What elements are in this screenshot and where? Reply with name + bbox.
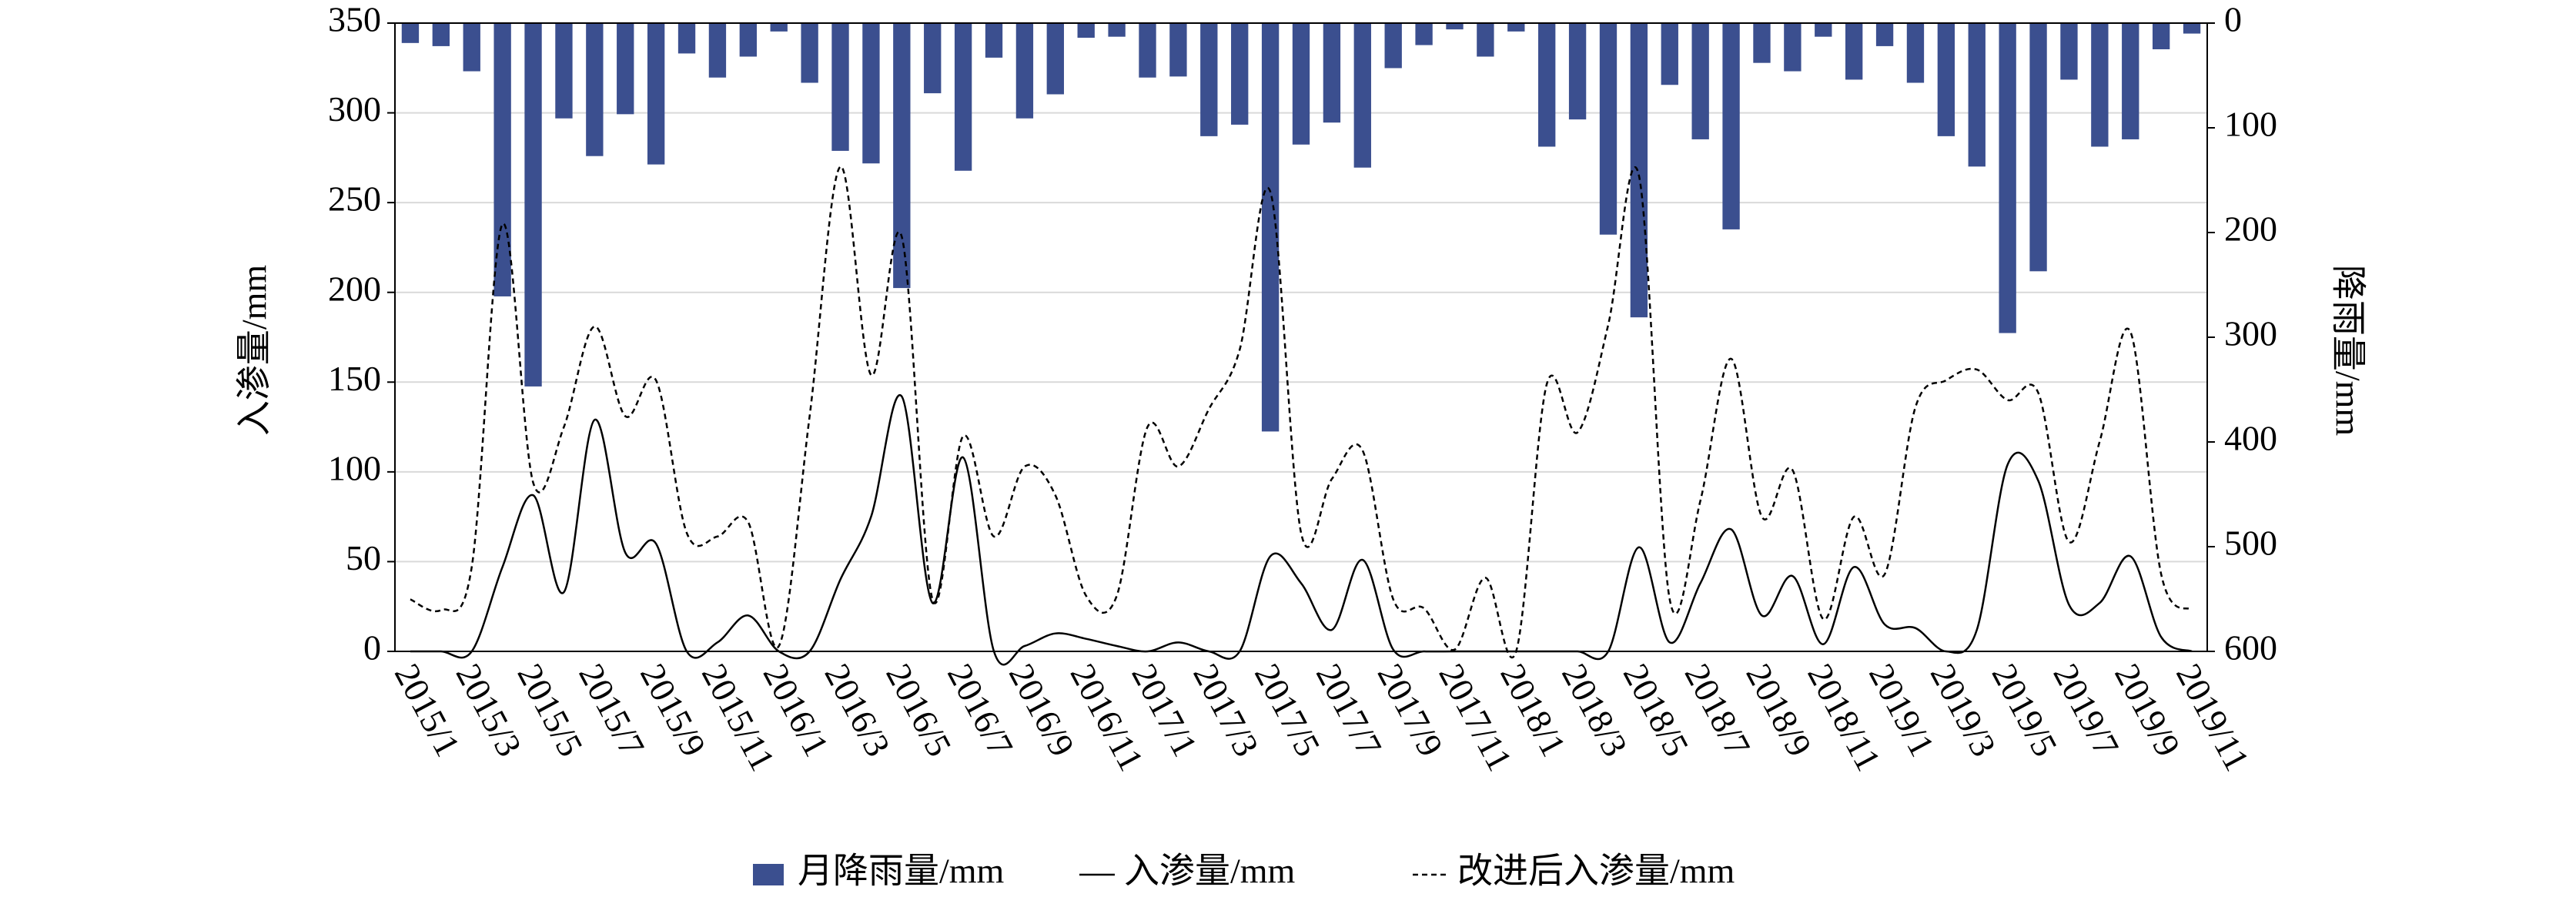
bar	[770, 23, 788, 32]
bar	[1139, 23, 1156, 78]
bar	[2152, 23, 2170, 49]
bar	[985, 23, 1003, 58]
bar	[2091, 23, 2109, 147]
bar	[1446, 23, 1464, 30]
bar	[1231, 23, 1249, 125]
bar	[1599, 23, 1618, 235]
bar	[2060, 23, 2078, 80]
bar	[708, 23, 727, 78]
y2-tick-label: 100	[2224, 105, 2277, 144]
bar	[2029, 23, 2047, 272]
bar	[617, 23, 634, 115]
y2-axis-title: 降雨量/mm	[2328, 265, 2367, 437]
bar	[924, 23, 942, 94]
bar	[1661, 23, 1678, 85]
bar	[1384, 23, 1402, 69]
bar	[1015, 23, 1034, 119]
bar	[1753, 23, 1771, 63]
y-tick-label: 150	[328, 359, 381, 398]
y2-tick-label: 600	[2224, 628, 2277, 668]
bar	[1845, 23, 1863, 80]
y-tick-label: 100	[328, 448, 381, 487]
bar	[893, 23, 911, 289]
bar	[1323, 23, 1341, 123]
bar	[954, 23, 972, 171]
y-tick-label: 0	[363, 628, 381, 668]
line	[410, 166, 2193, 659]
y-axis-title: 入渗量/mm	[235, 265, 274, 437]
bar	[1046, 23, 1064, 95]
bar	[1077, 23, 1095, 38]
y2-tick-label: 300	[2224, 314, 2277, 353]
bar	[401, 23, 420, 43]
bar	[1722, 23, 1740, 229]
bar	[524, 23, 542, 387]
y-tick-label: 350	[328, 0, 381, 39]
bar	[1568, 23, 1587, 120]
bar	[1507, 23, 1525, 32]
bar	[801, 23, 818, 83]
bar	[1108, 23, 1126, 37]
line	[410, 393, 2193, 666]
y2-tick-label: 500	[2224, 524, 2277, 563]
legend-label: 月降雨量/mm	[798, 852, 1005, 891]
y-tick-label: 200	[328, 269, 381, 308]
bar	[739, 23, 758, 57]
x-tick-label: 2019/11	[2169, 658, 2257, 778]
bar	[463, 23, 480, 72]
legend-label: 改进后入渗量/mm	[1457, 852, 1735, 891]
bar	[1292, 23, 1310, 145]
bar	[1999, 23, 2016, 333]
bar	[1477, 23, 1494, 57]
bar	[647, 23, 665, 165]
y2-tick-label: 400	[2224, 419, 2277, 458]
bar	[1815, 23, 1832, 37]
bar	[586, 23, 604, 156]
bar	[1968, 23, 1986, 167]
y2-tick-label: 200	[2224, 209, 2277, 249]
bar	[1691, 23, 1709, 139]
bar	[1630, 23, 1648, 318]
bar	[1261, 23, 1280, 432]
bar	[677, 23, 696, 54]
bar	[1353, 23, 1371, 168]
y2-tick-label: 0	[2224, 0, 2242, 39]
bar	[432, 23, 450, 46]
legend-label: 入渗量/mm	[1124, 852, 1296, 891]
bar	[1415, 23, 1433, 45]
bar	[1169, 23, 1187, 77]
bar	[1875, 23, 1894, 46]
bar	[1538, 23, 1556, 147]
bar	[555, 23, 573, 119]
bar	[831, 23, 849, 151]
bar	[1937, 23, 1955, 136]
legend-swatch	[753, 864, 784, 885]
bar	[2183, 23, 2201, 34]
bar	[862, 23, 880, 164]
y-tick-label: 250	[328, 179, 381, 219]
bar	[1200, 23, 1218, 136]
bar	[2122, 23, 2139, 139]
bar	[1784, 23, 1802, 72]
bar	[1906, 23, 1925, 83]
y-tick-label: 50	[346, 538, 381, 577]
y-tick-label: 300	[328, 89, 381, 129]
